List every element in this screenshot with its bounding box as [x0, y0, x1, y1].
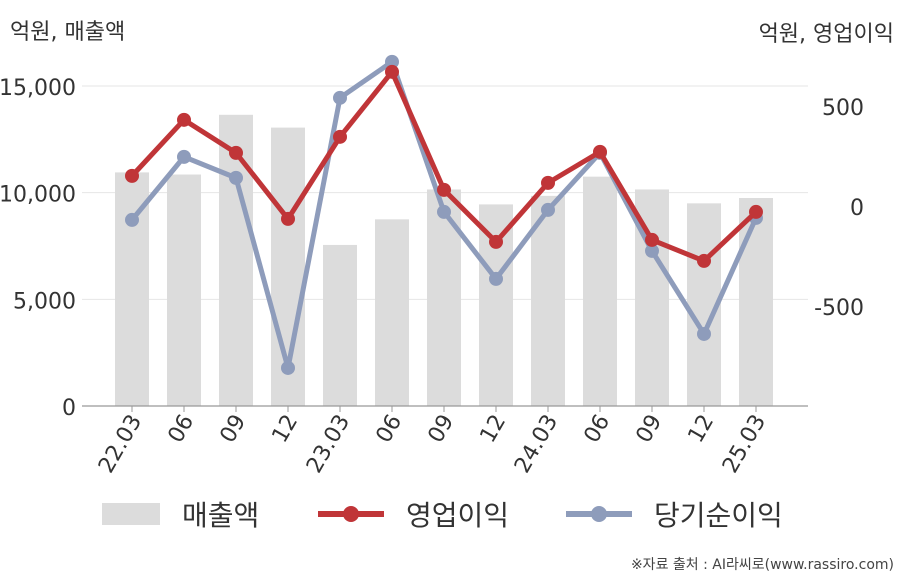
legend-item-net-income: 당기순이익 [566, 492, 783, 536]
net-income-point-06 [177, 149, 191, 164]
right-tick-label: 500 [822, 96, 864, 121]
legend-swatch-operating-profit [318, 503, 384, 525]
legend-item-revenue: 매출액 [102, 492, 259, 536]
legend-label-operating-profit: 영업이익 [406, 499, 510, 532]
net-income-point-12 [281, 360, 295, 375]
source-note: ※자료 출처 : AI라씨로(www.rassiro.com) [630, 557, 894, 573]
net-income-point-09 [229, 170, 243, 185]
legend-item-operating-profit: 영업이익 [318, 492, 509, 536]
operating-profit-point-09 [437, 182, 451, 197]
legend-label-revenue: 매출액 [182, 499, 260, 532]
right-axis-unit-label: 억원, 영업이익 [758, 22, 894, 47]
legend-swatch-net-income [566, 503, 632, 525]
left-tick-label: 10,000 [0, 183, 76, 208]
net-income-point-12 [697, 326, 711, 341]
left-axis-unit-label: 억원, 매출액 [10, 20, 126, 45]
operating-profit-point-09 [229, 145, 243, 160]
operating-profit-point-22.03 [125, 168, 139, 183]
x-tick-label: 24.03 [510, 411, 563, 478]
operating-profit-point-09 [645, 232, 659, 247]
net-income-point-06 [385, 54, 399, 69]
x-tick-label: 06 [164, 411, 200, 448]
operating-profit-point-06 [177, 112, 191, 127]
legend-label-net-income: 당기순이익 [654, 499, 783, 532]
x-tick-label: 09 [632, 411, 668, 448]
bar-24.03 [531, 195, 565, 406]
x-tick-label: 23.03 [302, 411, 355, 478]
operating-profit-point-12 [489, 234, 503, 249]
x-tick-label: 12 [476, 411, 512, 448]
net-income-point-24.03 [541, 202, 555, 217]
x-tick-label: 06 [372, 411, 408, 448]
right-tick-label: 0 [850, 196, 864, 221]
net-income-point-09 [645, 243, 659, 258]
bar-06 [375, 219, 409, 406]
operating-profit-point-23.03 [333, 129, 347, 144]
left-tick-label: 15,000 [0, 76, 76, 101]
x-tick-label: 12 [268, 411, 304, 448]
left-tick-label: 0 [62, 396, 76, 421]
bar-23.03 [323, 244, 357, 406]
net-income-point-09 [437, 204, 451, 219]
operating-profit-point-25.03 [749, 204, 763, 219]
bar-06 [167, 174, 201, 406]
x-tick-label: 12 [684, 411, 720, 448]
x-tick-label: 09 [216, 411, 252, 448]
x-tick-label: 25.03 [718, 411, 771, 478]
x-tick-label: 06 [580, 411, 616, 448]
legend-swatch-revenue [102, 503, 160, 525]
x-tick-label: 22.03 [94, 411, 147, 478]
bar-22.03 [115, 172, 149, 406]
left-tick-label: 5,000 [13, 289, 76, 314]
operating-profit-point-06 [385, 64, 399, 79]
legend: 매출액 영업이익 당기순이익 [0, 492, 908, 536]
bar-06 [583, 176, 617, 406]
operating-profit-point-12 [281, 211, 295, 226]
x-tick-label: 09 [424, 411, 460, 448]
operating-profit-point-24.03 [541, 175, 555, 190]
net-income-point-12 [489, 271, 503, 286]
bar-12 [479, 204, 513, 406]
net-income-point-22.03 [125, 212, 139, 227]
net-income-point-23.03 [333, 90, 347, 105]
operating-profit-point-06 [593, 144, 607, 159]
right-tick-label: -500 [814, 296, 864, 321]
operating-profit-point-12 [697, 253, 711, 268]
bar-25.03 [739, 198, 773, 406]
bar-09 [427, 189, 461, 406]
